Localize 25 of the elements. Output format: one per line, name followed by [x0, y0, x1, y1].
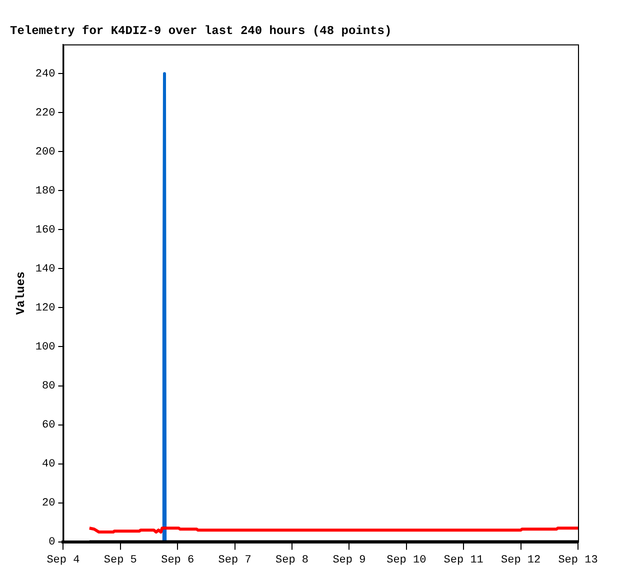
y-tick-label: 40 — [42, 458, 56, 471]
y-tick-label: 160 — [35, 224, 56, 237]
y-tick-label: 100 — [35, 342, 56, 354]
y-tick-label: 60 — [42, 420, 56, 432]
y-tick-label: 120 — [35, 302, 56, 315]
y-tick-label: 240 — [35, 68, 56, 81]
x-tick-label: Sep 6 — [161, 554, 194, 566]
y-axis-title: Values — [14, 271, 28, 315]
y-tick-label: 0 — [48, 536, 56, 549]
y-tick-label: 180 — [35, 186, 56, 198]
y-tick-label: 20 — [42, 498, 56, 510]
x-tick-label: Sep 4 — [46, 554, 80, 566]
x-tick-label: Sep 7 — [218, 554, 252, 566]
x-tick-label: Sep 10 — [386, 554, 426, 566]
chart-title: Telemetry for K4DIZ-9 over last 240 hours (48 points) — [10, 24, 392, 38]
y-tick-label: 200 — [35, 146, 56, 159]
x-tick-label: Sep 8 — [275, 554, 309, 566]
x-tick-label: Sep 11 — [444, 554, 484, 566]
x-tick-label: Sep 5 — [104, 554, 137, 566]
y-tick-label: 220 — [35, 108, 56, 120]
x-tick-label: Sep 13 — [558, 554, 598, 566]
y-tick-label: 80 — [42, 380, 56, 393]
y-tick-label: 140 — [35, 264, 56, 276]
x-tick-label: Sep 9 — [332, 554, 366, 566]
x-tick-label: Sep 12 — [500, 554, 541, 566]
